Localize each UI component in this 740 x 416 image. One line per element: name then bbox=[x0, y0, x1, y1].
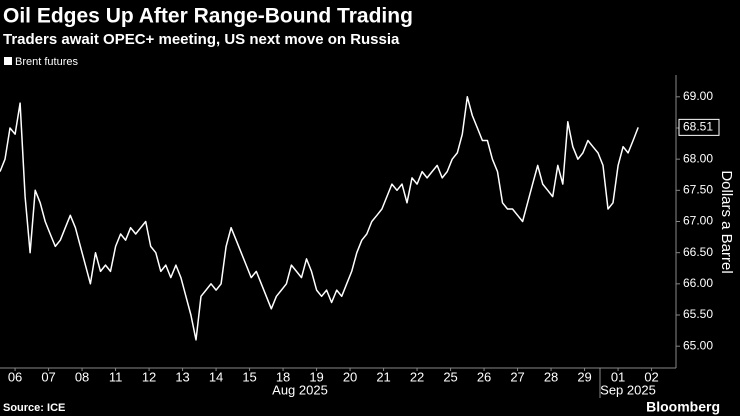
y-tick-label: 68.00 bbox=[683, 151, 713, 165]
x-tick-label: 15 bbox=[242, 369, 256, 384]
x-tick-label: 25 bbox=[443, 369, 457, 384]
y-tick-label: 69.00 bbox=[683, 89, 713, 103]
x-tick-label: 02 bbox=[644, 369, 658, 384]
y-tick-label: 67.50 bbox=[683, 183, 713, 197]
x-group-label: Aug 2025 bbox=[272, 382, 328, 397]
y-tick-label: 66.50 bbox=[683, 245, 713, 259]
source: Source: ICE bbox=[3, 402, 65, 414]
x-tick-label: 29 bbox=[577, 369, 591, 384]
y-tick-label: 67.00 bbox=[683, 214, 713, 228]
chart-subtitle: Traders await OPEC+ meeting, US next mov… bbox=[3, 31, 400, 48]
legend-swatch bbox=[4, 57, 12, 65]
brand: Bloomberg bbox=[646, 399, 720, 415]
x-tick-label: 19 bbox=[309, 369, 323, 384]
x-tick-label: 08 bbox=[75, 369, 89, 384]
x-tick-label: 01 bbox=[611, 369, 625, 384]
y-axis-title: Dollars a Barrel bbox=[718, 170, 735, 273]
x-tick-label: 07 bbox=[41, 369, 55, 384]
y-tick-label: 66.00 bbox=[683, 276, 713, 290]
chart-title: Oil Edges Up After Range-Bound Trading bbox=[3, 5, 413, 28]
last-value-label: 68.51 bbox=[683, 120, 713, 134]
x-tick-label: 20 bbox=[343, 369, 357, 384]
x-tick-label: 12 bbox=[142, 369, 156, 384]
x-tick-label: 28 bbox=[544, 369, 558, 384]
y-tick-label: 65.50 bbox=[683, 307, 713, 321]
x-group-label: Sep 2025 bbox=[600, 382, 656, 397]
series-line bbox=[0, 96, 639, 341]
x-tick-label: 06 bbox=[8, 369, 22, 384]
x-tick-label: 26 bbox=[477, 369, 491, 384]
x-tick-label: 14 bbox=[209, 369, 223, 384]
x-tick-label: 18 bbox=[276, 369, 290, 384]
x-tick-label: 13 bbox=[175, 369, 189, 384]
last-value-box bbox=[678, 118, 720, 136]
x-tick-label: 21 bbox=[376, 369, 390, 384]
y-tick-label: 65.00 bbox=[683, 338, 713, 352]
x-tick-label: 22 bbox=[410, 369, 424, 384]
x-tick-label: 27 bbox=[510, 369, 524, 384]
legend-label: Brent futures bbox=[15, 56, 78, 68]
x-tick-label: 11 bbox=[109, 369, 123, 384]
